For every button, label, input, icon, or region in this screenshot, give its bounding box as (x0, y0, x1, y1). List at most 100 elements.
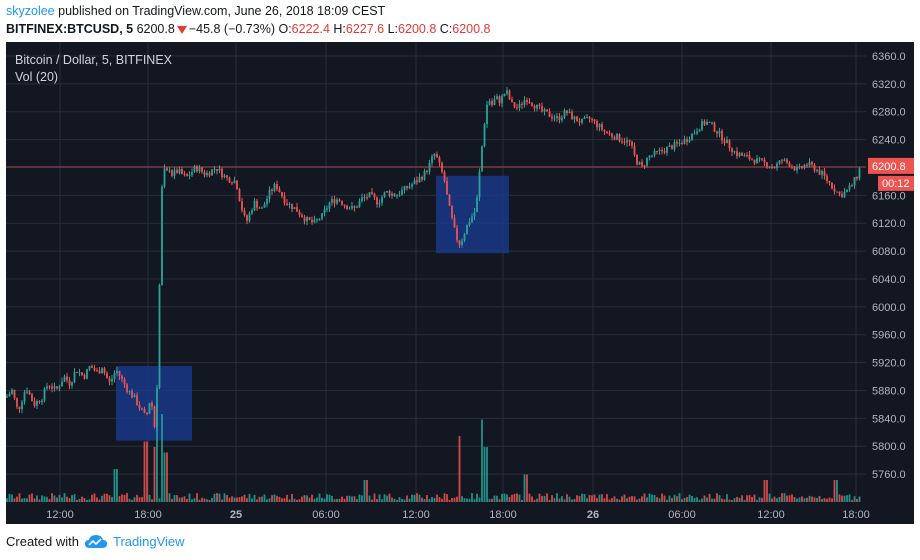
price-axis[interactable]: 6360.06320.06280.06240.06200.06160.06120… (872, 51, 906, 481)
candle-body (703, 121, 706, 125)
candle-body (738, 153, 741, 157)
candle-body (186, 174, 188, 177)
volume-bar (118, 496, 121, 502)
candle-body (341, 201, 343, 205)
time-tick-label: 12:00 (757, 509, 785, 521)
candle-body (726, 139, 728, 144)
candle-body (688, 139, 691, 142)
volume-bar (203, 498, 206, 502)
candle-body (96, 370, 98, 372)
countdown-text: 00:12 (882, 178, 910, 190)
volume-bar (66, 496, 68, 502)
volume-bar (393, 498, 396, 502)
volume-bar (141, 497, 143, 502)
volume-bar (426, 495, 428, 502)
candle-body (283, 196, 286, 204)
candle-body (728, 139, 731, 149)
volume-bar (83, 497, 86, 502)
candle-body (196, 166, 198, 172)
candle-body (258, 207, 261, 209)
candle-body (556, 116, 558, 119)
candle-body (558, 116, 561, 121)
candle-body (683, 139, 686, 145)
volume-bar (451, 497, 453, 502)
candle-body (633, 145, 636, 155)
candle-body (616, 134, 618, 140)
volume-bar (296, 499, 298, 502)
candle-body (108, 378, 111, 382)
volume-bar (143, 441, 146, 502)
volume-bar (321, 497, 323, 502)
volume-bar (456, 496, 458, 502)
volume-bar (838, 494, 841, 502)
candle-body (468, 222, 471, 225)
candle-body (593, 119, 596, 121)
candle-body (833, 188, 836, 192)
candle-body (326, 208, 328, 210)
candle-body (46, 386, 48, 389)
candle-body (401, 190, 403, 195)
volume-bar (833, 480, 836, 502)
candle-body (31, 394, 33, 402)
volume-bar (411, 494, 413, 502)
volume-bar (211, 497, 213, 502)
volume-bar (851, 499, 853, 502)
candle-body (856, 177, 858, 179)
author-link[interactable]: skyzolee (6, 4, 55, 18)
volume-bar (61, 497, 63, 502)
candle-body (826, 175, 828, 182)
candle-body (396, 195, 398, 197)
volume-bar (78, 498, 81, 502)
volume-bar (578, 496, 581, 502)
candle-body (253, 200, 256, 211)
time-tick-label: 26 (587, 509, 599, 521)
volume-bar (111, 497, 113, 502)
volume-bar (418, 494, 421, 502)
time-axis[interactable]: 12:00 18:00 25 06:00 12:00 18:00 26 06:00 12:00 1… (46, 509, 870, 521)
volume-bar (566, 494, 568, 502)
chart-panel[interactable]: 6360.06320.06280.06240.06200.06160.06120… (6, 42, 914, 524)
candle-body (573, 116, 576, 120)
candle-body (456, 227, 458, 241)
candle-body (81, 372, 83, 375)
volume-bar (493, 495, 496, 502)
volume-bar (128, 498, 131, 502)
volume-bar (218, 493, 221, 502)
candle-body (518, 103, 521, 108)
candle-body (13, 389, 16, 399)
candle-body (713, 122, 716, 132)
candle-body (461, 240, 463, 245)
price-chart[interactable]: 6360.06320.06280.06240.06200.06160.06120… (6, 42, 914, 524)
price-tick-label: 6320.0 (872, 79, 906, 91)
volume-bar (178, 497, 181, 502)
price-change: −45.8 (−0.73%) (188, 22, 275, 36)
candle-body (433, 153, 436, 157)
candle-body (711, 122, 713, 124)
volume-bar (553, 498, 556, 502)
volume-bar (511, 494, 513, 502)
volume-bar (401, 498, 403, 502)
candle-body (113, 373, 116, 380)
tradingview-link[interactable]: TradingView (84, 534, 185, 549)
volume-bar (233, 497, 236, 502)
candle-body (206, 173, 208, 176)
candle-body (328, 202, 331, 209)
volume-bar (341, 496, 343, 502)
volume-bar (626, 498, 628, 502)
footer: Created with TradingView (6, 534, 185, 549)
volume-bar (836, 480, 838, 502)
candle-body (676, 142, 678, 144)
volume-bar (423, 498, 426, 502)
volume-bar (121, 494, 123, 502)
volume-bar (816, 498, 818, 502)
candle-body (203, 171, 206, 176)
volume-bar (216, 493, 218, 502)
candle-body (36, 401, 38, 406)
volume-bar (506, 494, 508, 502)
volume-bar (298, 499, 301, 502)
volume-bar (853, 496, 856, 502)
candle-body (403, 186, 406, 191)
candle-body (551, 116, 553, 119)
volume-bar (651, 494, 653, 502)
candle-body (358, 201, 361, 208)
